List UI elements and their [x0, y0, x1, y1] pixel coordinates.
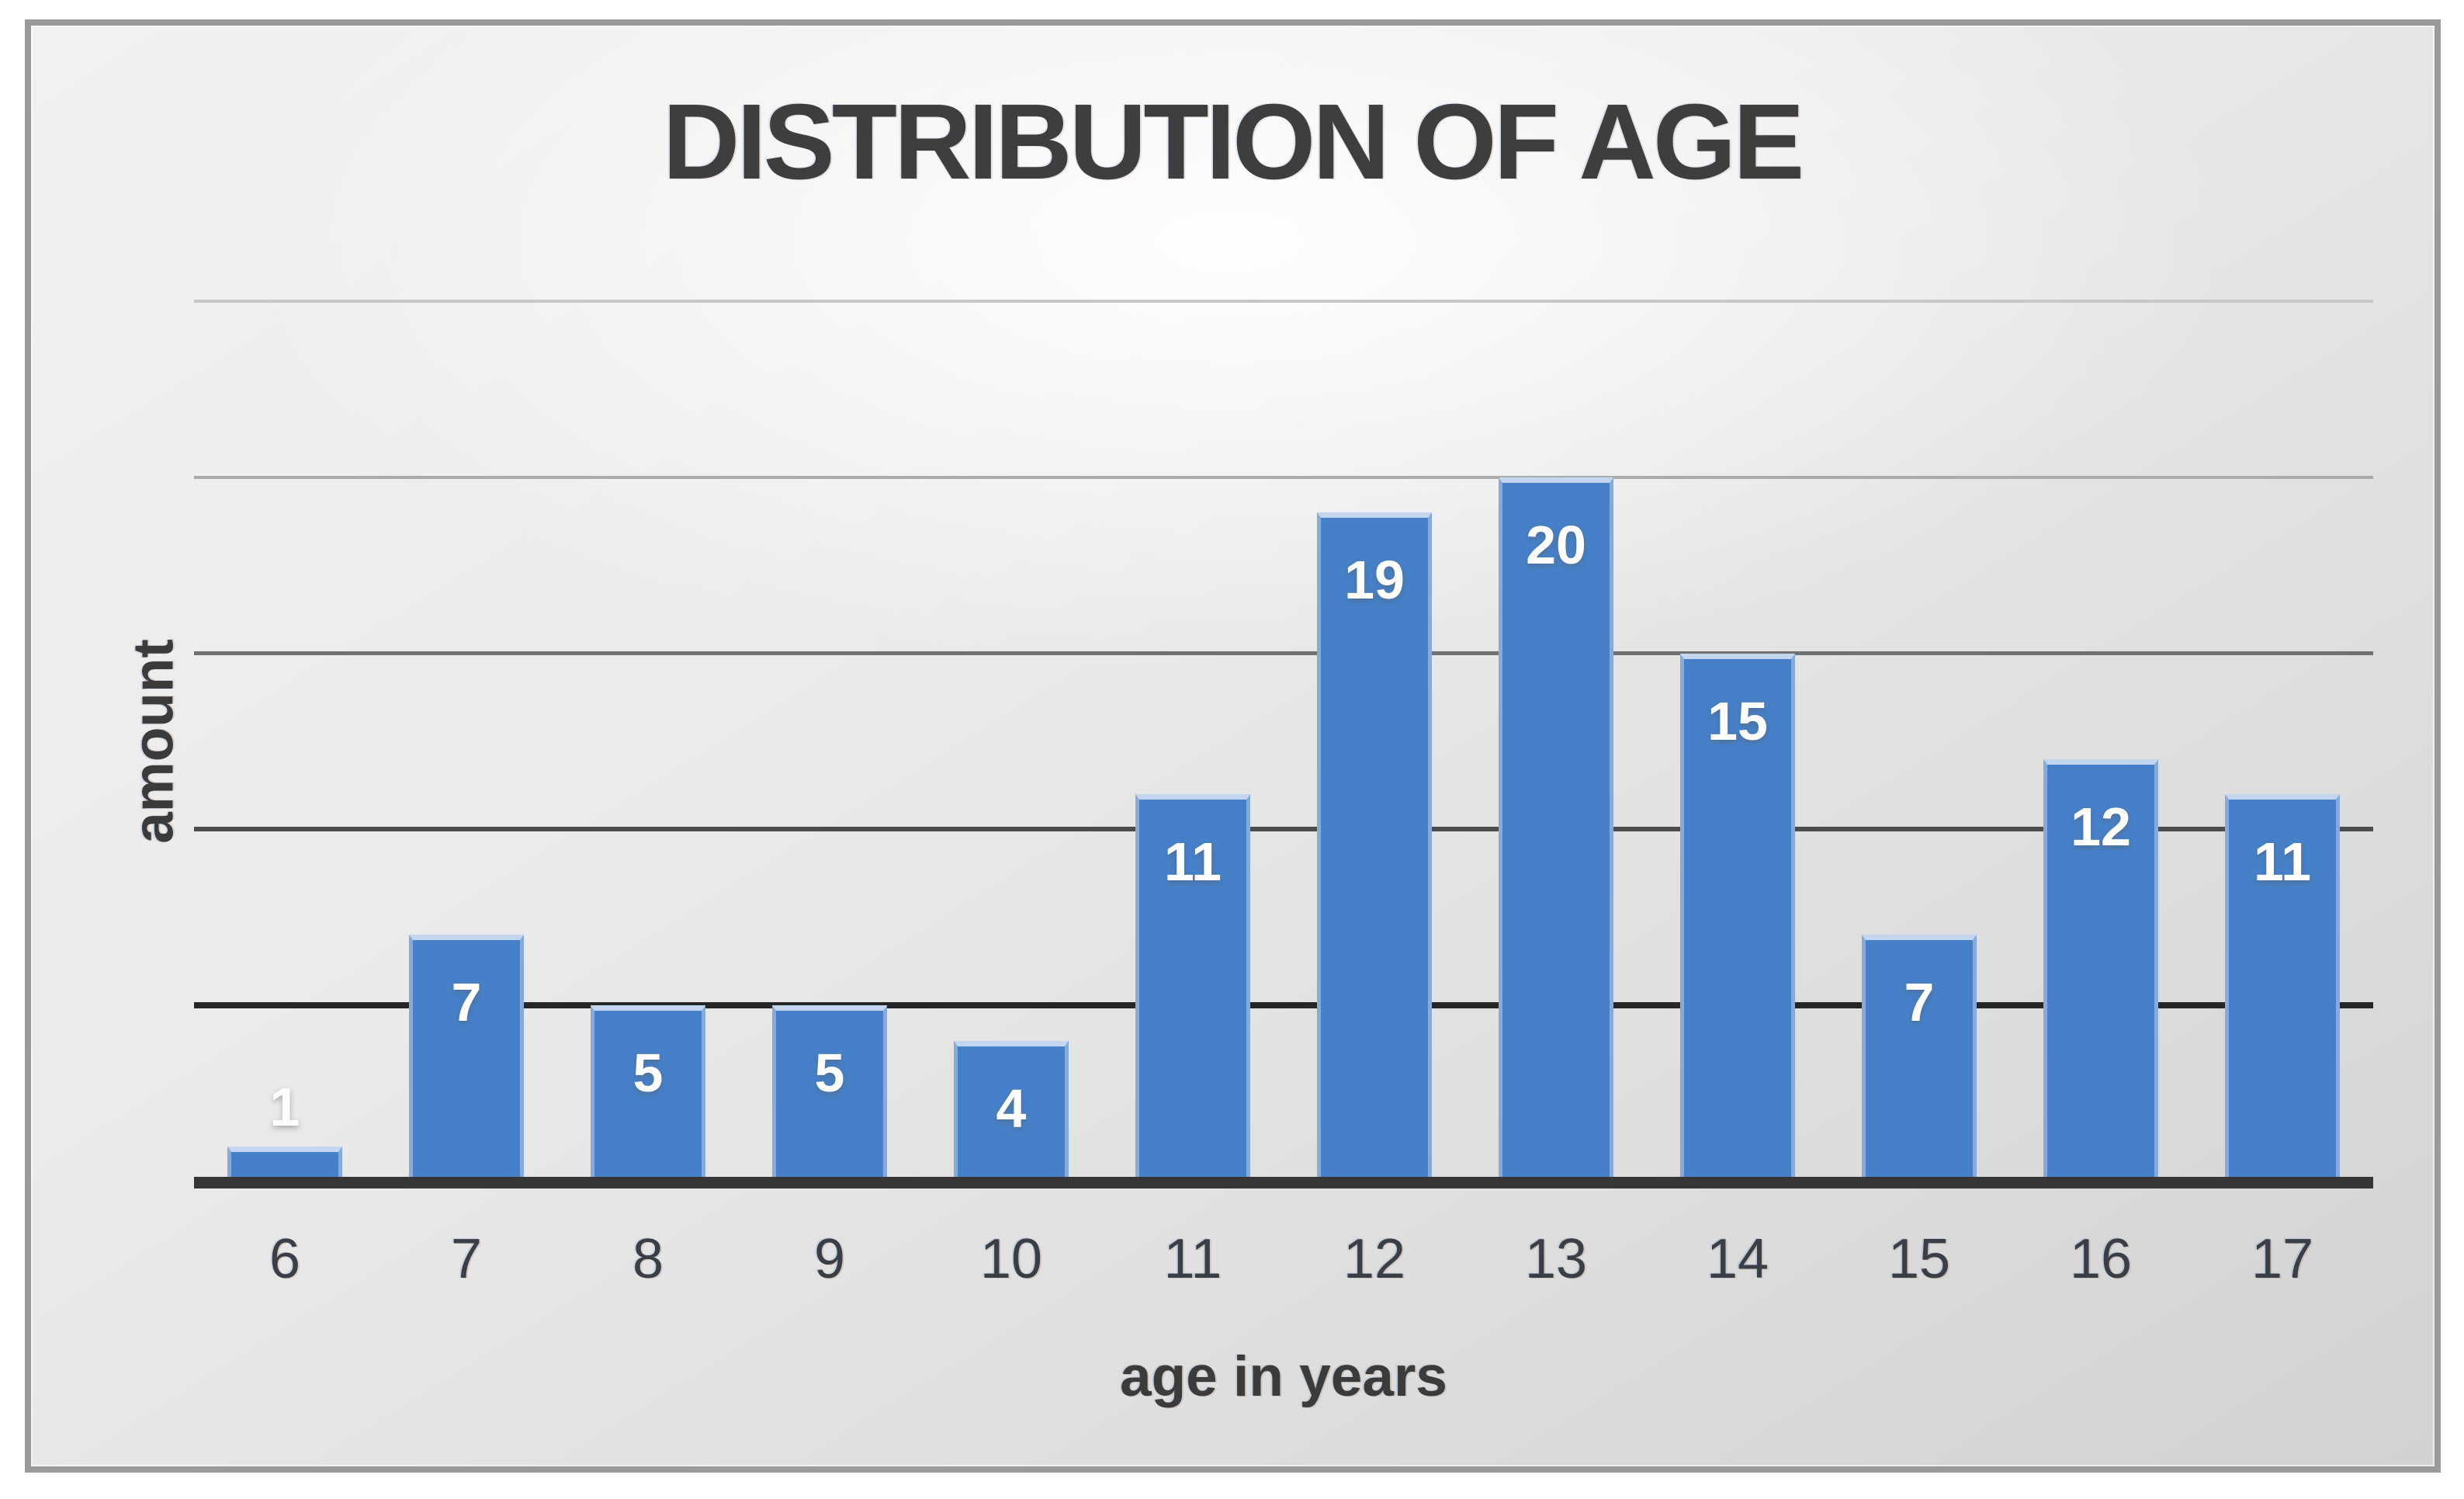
bar-age-11	[1135, 794, 1250, 1182]
x-tick-label-14: 14	[1706, 1228, 1769, 1290]
x-tick-label-10: 10	[979, 1228, 1043, 1290]
bar-value-label: 11	[1164, 831, 1222, 892]
bar-age-13	[1499, 477, 1613, 1182]
chart-frame	[25, 19, 2441, 1473]
bar-value-label: 5	[814, 1043, 845, 1103]
x-tick-label-11: 11	[1163, 1228, 1222, 1290]
bar-age-8	[591, 1005, 705, 1182]
bar-age-6	[227, 1147, 342, 1182]
bar-value-label: 19	[1344, 550, 1405, 610]
x-axis-line	[194, 1177, 2373, 1188]
bar-value-label: 7	[451, 972, 482, 1032]
bar-age-16	[2043, 759, 2158, 1182]
chart-title: DISTRIBUTION OF AGE	[662, 82, 1805, 202]
x-tick-label-6: 6	[269, 1228, 301, 1290]
x-tick-label-15: 15	[1887, 1228, 1951, 1290]
bar-age-14	[1680, 654, 1795, 1182]
bar-age-9	[772, 1005, 887, 1182]
x-axis-title: age in years	[1119, 1345, 1448, 1408]
x-tick-label-17: 17	[2251, 1228, 2314, 1290]
x-tick-label-16: 16	[2069, 1228, 2133, 1290]
bar-value-label: 15	[1707, 691, 1768, 751]
x-tick-label-7: 7	[450, 1228, 483, 1290]
bar-value-label: 5	[632, 1043, 664, 1103]
gridline-y-5	[194, 1002, 2373, 1008]
x-tick-label-12: 12	[1343, 1228, 1406, 1290]
gridline-y-20	[194, 476, 2373, 479]
bar-age-12	[1317, 512, 1432, 1182]
bar-value-label: 1	[269, 1077, 300, 1137]
gridline-y-15	[194, 651, 2373, 655]
bar-value-label: 11	[2254, 831, 2311, 892]
bar-age-10	[954, 1041, 1069, 1182]
bar-value-label: 20	[1526, 515, 1586, 575]
gridline-y-25	[194, 300, 2373, 303]
x-tick-label-8: 8	[632, 1228, 664, 1290]
bar-age-17	[2225, 794, 2340, 1182]
bar-value-label: 7	[1904, 972, 1935, 1032]
gridline-y-10	[194, 827, 2373, 831]
bar-age-15	[1862, 935, 1977, 1182]
bar-value-label: 12	[2071, 796, 2131, 857]
x-tick-label-13: 13	[1524, 1228, 1588, 1290]
x-tick-label-9: 9	[813, 1228, 846, 1290]
bar-value-label: 4	[996, 1078, 1027, 1139]
y-axis-title: amount	[122, 639, 185, 844]
bar-age-7	[409, 935, 524, 1182]
